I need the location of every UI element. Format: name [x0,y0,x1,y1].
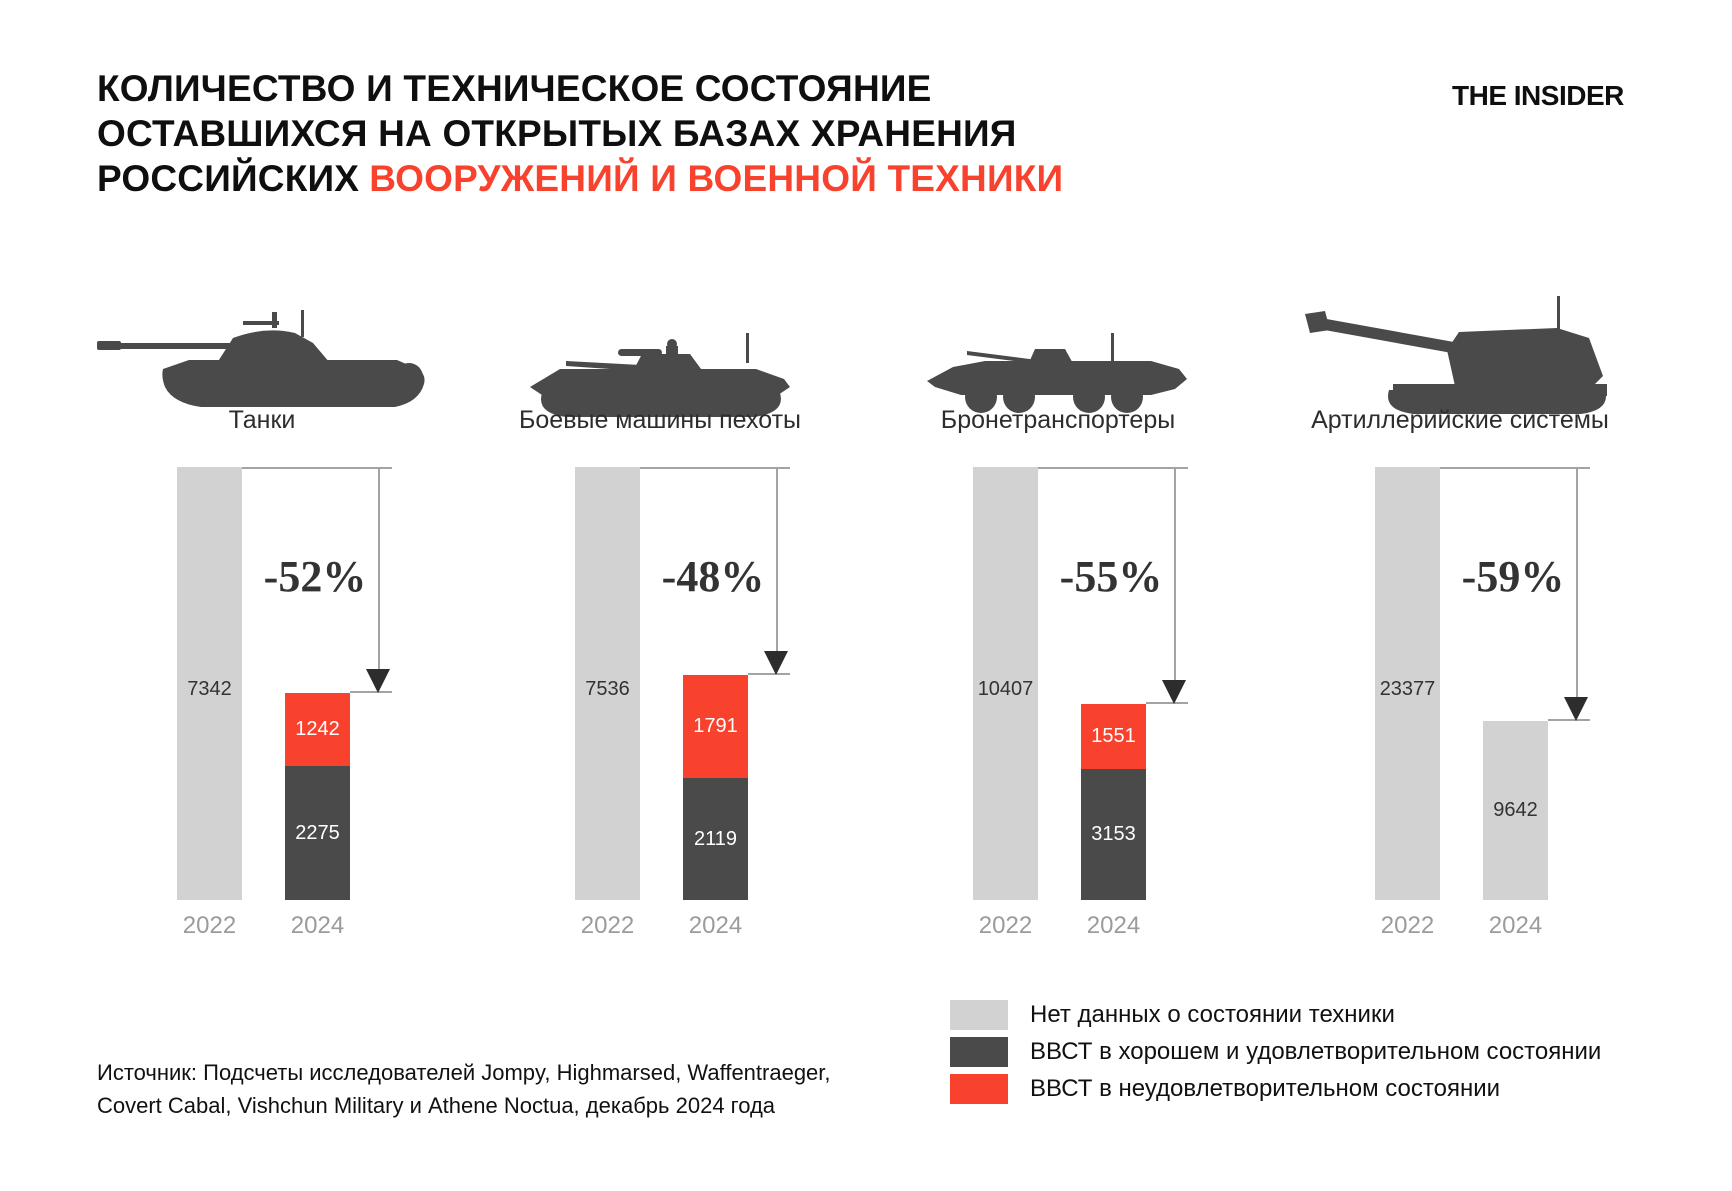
artillery-silhouette [1305,296,1607,414]
plot-tanks: -52% 7342 1242 2275 [97,467,427,900]
tank-silhouette [97,310,425,407]
year-label-2024: 2024 [688,912,743,939]
bar-2024: 1242 2275 [285,693,350,900]
category-label: Боевые машины пехоты [518,406,802,434]
legend: Нет данных о состоянии техники ВВСТ в хо… [950,1000,1601,1111]
bar-2022-value: 7536 [585,678,630,700]
ifv-icon [495,268,825,418]
legend-item-good: ВВСТ в хорошем и удовлетворительном сост… [950,1037,1601,1067]
bar-2022 [1375,467,1440,900]
arrow-line-vertical [1576,467,1578,717]
tank-icon [97,268,427,418]
segment-value: 2275 [295,821,340,844]
segment-value: 1551 [1091,724,1136,747]
legend-label: ВВСТ в неудовлетворительном состоянии [1030,1075,1501,1102]
year-label-2022: 2022 [580,912,635,939]
year-label-2024: 2024 [290,912,345,939]
bar-2024: 1551 3153 [1081,704,1146,900]
legend-label: ВВСТ в хорошем и удовлетворительном сост… [1030,1038,1602,1065]
bar-2022-value: 10407 [977,678,1034,700]
title-line-1: КОЛИЧЕСТВО И ТЕХНИЧЕСКОЕ СОСТОЯНИЕ [97,68,932,109]
segment-value: 1242 [295,718,340,741]
title-line-3-red: ВООРУЖЕНИЙ И ВОЕННОЙ ТЕХНИКИ [369,158,1064,199]
arrow-line-top [640,467,790,469]
arrow-line-top [1440,467,1590,469]
bar-2022 [177,467,242,900]
arrow-line-top [242,467,392,469]
category-label: Артиллерийские системы [1311,406,1609,434]
apc-silhouette [927,333,1187,413]
change-percent: -59% [1461,552,1565,601]
segment-unsatisfactory: 1242 [285,693,350,767]
source-note: Источник: Подсчеты исследователей Jompy,… [97,1056,831,1122]
arrow-line-top [1038,467,1188,469]
chart-column-apc: Бронетранспортеры -55% 10407 1551 3153 2… [893,240,1223,960]
segment-unsatisfactory: 1551 [1081,704,1146,769]
source-line-1: Источник: Подсчеты исследователей Jompy,… [97,1060,831,1085]
chart-column-artillery: Артиллерийские системы -59% 23377 9642 2… [1295,240,1625,960]
arrow-head [764,651,788,675]
year-label-2022: 2022 [978,912,1033,939]
segment-value: 1791 [693,715,738,738]
segment-good-satisfactory: 2275 [285,766,350,900]
title-line-3-black: РОССИЙСКИХ [97,158,360,199]
legend-swatch-nodata [950,1000,1008,1030]
segment-good-satisfactory: 3153 [1081,768,1146,900]
title-line-3: РОССИЙСКИХ ВООРУЖЕНИЙ И ВОЕННОЙ ТЕХНИКИ [97,156,1063,201]
bar-2022-value: 7342 [187,678,232,700]
arrow-line-vertical [1174,467,1176,700]
segment-no-data: 9642 [1483,721,1548,900]
change-percent: -55% [1059,552,1163,601]
year-label-2022: 2022 [1380,912,1435,939]
segment-value: 9642 [1493,799,1538,821]
category-label: Бронетранспортеры [940,406,1176,434]
bar-2022 [973,467,1038,900]
segment-unsatisfactory: 1791 [683,675,748,779]
legend-swatch-bad [950,1074,1008,1104]
segment-good-satisfactory: 2119 [683,778,748,900]
title-line-2: ОСТАВШИХСЯ НА ОТКРЫТЫХ БАЗАХ ХРАНЕНИЯ [97,113,1017,154]
bar-2022 [575,467,640,900]
plot-artillery: -59% 23377 9642 [1295,467,1625,900]
bar-2024: 1791 2119 [683,675,748,900]
arrow-line-vertical [378,467,380,689]
source-line-2: Covert Cabal, Vishchun Military и Athene… [97,1093,776,1118]
year-label-2022: 2022 [182,912,237,939]
arrow-head [366,669,390,693]
plot-ifv: -48% 7536 1791 2119 [495,467,825,900]
year-label-2024: 2024 [1488,912,1543,939]
chart-column-tanks: Танки -52% 7342 1242 2275 2022 2024 [97,240,427,960]
artillery-icon [1295,268,1625,418]
apc-icon [893,268,1223,418]
arrow-line-vertical [776,467,778,671]
page-title: КОЛИЧЕСТВО И ТЕХНИЧЕСКОЕ СОСТОЯНИЕ ОСТАВ… [97,66,1063,201]
legend-item-bad: ВВСТ в неудовлетворительном состоянии [950,1074,1601,1104]
change-percent: -48% [661,552,765,601]
legend-swatch-good [950,1037,1008,1067]
bar-2024: 9642 [1483,721,1548,900]
chart-column-ifv: Боевые машины пехоты -48% 7536 1791 2119… [495,240,825,960]
arrow-head [1162,680,1186,704]
legend-label: Нет данных о состоянии техники [1030,1001,1395,1028]
category-label: Танки [228,406,296,434]
plot-apc: -55% 10407 1551 3153 [893,467,1223,900]
change-percent: -52% [263,552,367,601]
year-label-2024: 2024 [1086,912,1141,939]
ifv-silhouette [530,333,790,417]
arrow-head [1564,697,1588,721]
segment-value: 2119 [693,827,737,850]
bar-2022-value: 23377 [1379,678,1436,700]
legend-item-nodata: Нет данных о состоянии техники [950,1000,1601,1030]
segment-value: 3153 [1091,822,1136,845]
brand-logo: THE INSIDER [1452,80,1624,111]
